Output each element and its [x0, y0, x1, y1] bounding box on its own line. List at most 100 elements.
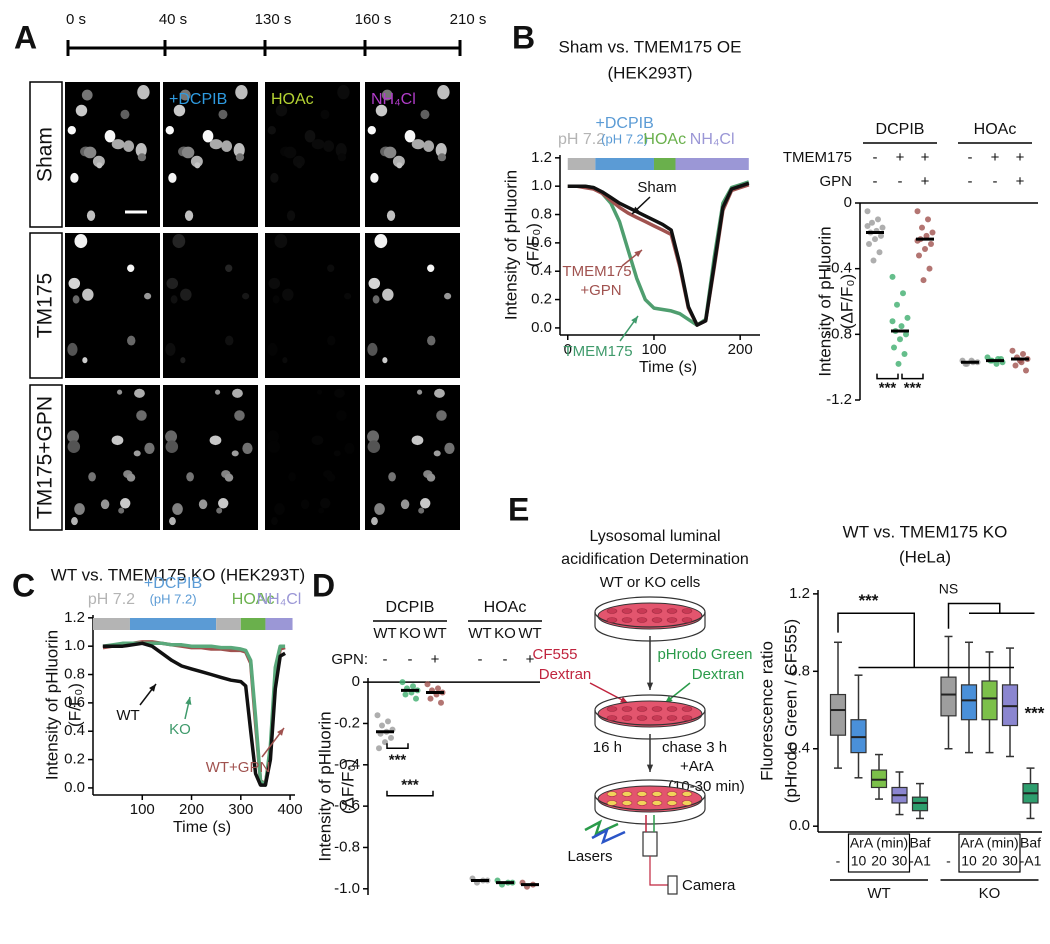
cell: [233, 142, 245, 158]
chart-subtitle: (HEK293T): [607, 63, 692, 82]
significance-bracket: [386, 743, 409, 750]
condition-sign: -: [478, 651, 483, 668]
group-label: WT: [867, 885, 890, 902]
cell: [300, 499, 310, 510]
data-point: [435, 685, 441, 692]
x-tick-label: WT: [518, 625, 541, 642]
phase-bar: [129, 618, 217, 630]
y-tick-label: 0.8: [64, 665, 85, 682]
y-tick-label: 1.0: [531, 177, 552, 194]
cell: [666, 791, 678, 797]
y-tick-label: 0.0: [789, 817, 810, 834]
condition-sign: -: [993, 173, 998, 190]
cell: [336, 410, 347, 421]
cell: [433, 450, 441, 457]
data-point: [438, 699, 444, 706]
cell: [67, 126, 76, 135]
significance-bracket: [901, 373, 924, 380]
cell: [388, 472, 396, 482]
data-point: [870, 257, 877, 264]
chart-title: WT vs. TMEM175 KO: [843, 522, 1008, 541]
significance: NS: [939, 581, 958, 597]
cell: [426, 473, 436, 482]
annotation: WT+GPN: [206, 759, 271, 776]
cell: [67, 430, 80, 443]
micrograph: [65, 233, 160, 378]
cell: [179, 89, 191, 101]
x-tick-label: 400: [278, 801, 303, 818]
diagram-text: chase 3 h: [662, 739, 727, 756]
y-tick-label: -1.2: [826, 391, 852, 408]
significance: ***: [879, 379, 897, 396]
arrow-head: [185, 697, 192, 705]
cell: [681, 608, 693, 614]
annotation: TMEM175: [563, 343, 632, 360]
condition-sign: +: [526, 651, 535, 668]
row-label: TM175: [34, 273, 57, 338]
cell: [165, 430, 178, 443]
subgroup-box: [847, 833, 911, 873]
data-point: [898, 323, 905, 330]
x-tick-label: -A1: [909, 853, 931, 869]
row-label-box: [29, 81, 63, 228]
data-point: [889, 318, 896, 325]
diagram-title: acidification Determination: [561, 551, 749, 568]
condition-sign: -: [873, 149, 878, 166]
cell: [134, 388, 145, 398]
row-label: GPN:: [331, 651, 368, 668]
cell: [133, 450, 141, 457]
cell: [68, 277, 81, 290]
significance: ***: [401, 776, 419, 793]
dish-medium: [597, 785, 703, 813]
significance-bracket: [876, 373, 899, 380]
cell: [267, 430, 280, 443]
cell: [320, 109, 330, 120]
laser: [591, 827, 626, 845]
y-tick-label: -0.8: [334, 838, 360, 855]
cell: [165, 342, 176, 356]
cell: [75, 104, 88, 117]
x-tick-label: 200: [179, 801, 204, 818]
box: [829, 693, 847, 736]
timeline-label: 0 s: [66, 11, 86, 28]
cell: [209, 139, 223, 150]
cell: [382, 288, 394, 301]
data-point: [1012, 362, 1019, 369]
x-axis-label: Time (s): [173, 819, 231, 836]
camera: [667, 875, 678, 895]
cell: [383, 146, 397, 159]
cell: [218, 109, 228, 120]
cell: [221, 140, 233, 152]
diagram-text: Camera: [682, 877, 736, 894]
data-point: [928, 241, 934, 248]
cell: [621, 800, 633, 806]
y-tick-label: 1.0: [64, 637, 85, 654]
cell: [333, 450, 341, 457]
y-tick-label: 0.8: [531, 205, 552, 222]
data-point: [866, 241, 872, 248]
data-point: [904, 314, 911, 321]
cell: [344, 292, 352, 300]
cell: [172, 503, 183, 515]
y-tick-label: 0.0: [531, 319, 552, 336]
micrograph: [163, 233, 258, 378]
data-point: [993, 360, 1000, 367]
cell: [184, 210, 194, 221]
cell: [136, 410, 147, 421]
cell: [666, 617, 678, 623]
cell: [327, 264, 335, 273]
cell: [144, 292, 152, 300]
box: [960, 684, 978, 721]
condition-sign: +: [1016, 149, 1025, 166]
data-point: [879, 224, 886, 231]
cell: [274, 503, 285, 515]
cell: [67, 440, 81, 454]
cell: [166, 277, 179, 290]
significance: ***: [859, 591, 879, 610]
timeline-label: 160 s: [355, 11, 392, 28]
cell: [271, 517, 278, 526]
cell: [170, 295, 178, 304]
dye-label: CF555: [532, 646, 577, 663]
y-tick-label: -0.2: [334, 714, 360, 731]
